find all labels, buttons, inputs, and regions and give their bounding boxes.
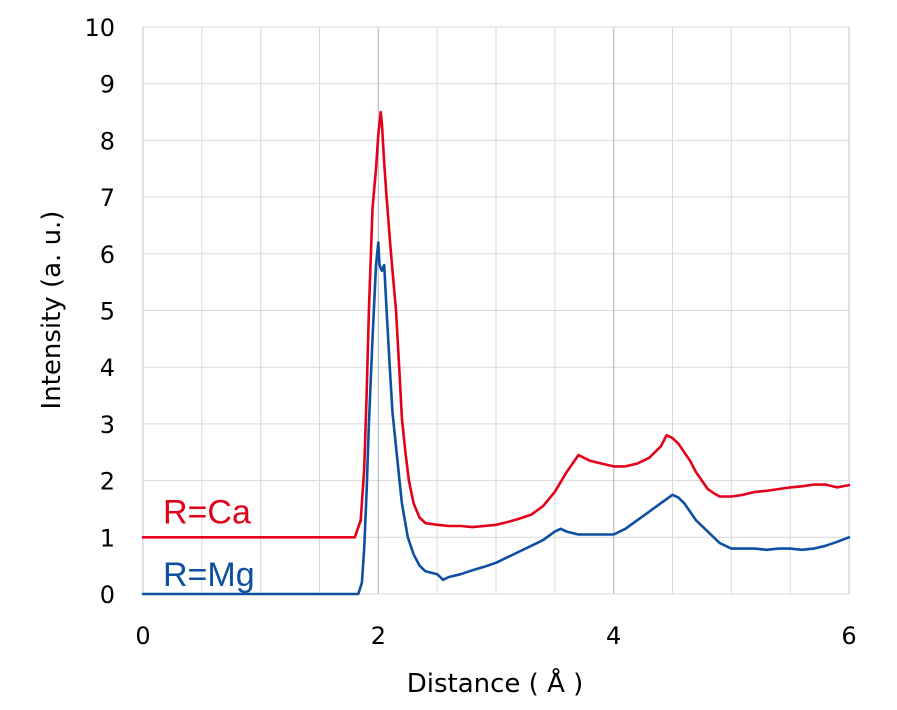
y-tick-label: 4 (100, 354, 115, 382)
x-tick-label: 6 (841, 622, 856, 650)
y-tick-label: 10 (84, 14, 115, 42)
grid-major (142, 26, 850, 595)
y-tick-label: 0 (100, 581, 115, 609)
y-tick-labels: 0 1 2 3 4 5 6 7 8 9 10 (84, 14, 115, 609)
series-layer (141, 110, 851, 596)
y-tick-label: 7 (100, 184, 115, 212)
y-axis-title: Intensity (a. u.) (37, 211, 67, 410)
y-tick-label: 2 (100, 468, 115, 496)
x-tick-label: 4 (606, 622, 621, 650)
y-tick-label: 3 (100, 411, 115, 439)
x-tick-labels: 0 2 4 6 (135, 622, 856, 650)
y-tick-label: 1 (100, 524, 115, 552)
x-tick-label: 0 (135, 622, 150, 650)
series-line-ca (141, 110, 851, 539)
series-label-mg: R=Mg (163, 556, 255, 594)
series-label-ca: R=Ca (163, 493, 251, 531)
plot-border (142, 26, 850, 595)
x-axis-title: Distance ( Å ) (407, 667, 584, 699)
y-tick-label: 8 (100, 127, 115, 155)
series-labels: R=Ca R=Mg (163, 493, 255, 594)
series-line-mg (141, 241, 851, 596)
x-tick-label: 2 (371, 622, 386, 650)
y-tick-label: 6 (100, 241, 115, 269)
y-tick-label: 5 (100, 298, 115, 326)
y-tick-label: 9 (100, 71, 115, 99)
